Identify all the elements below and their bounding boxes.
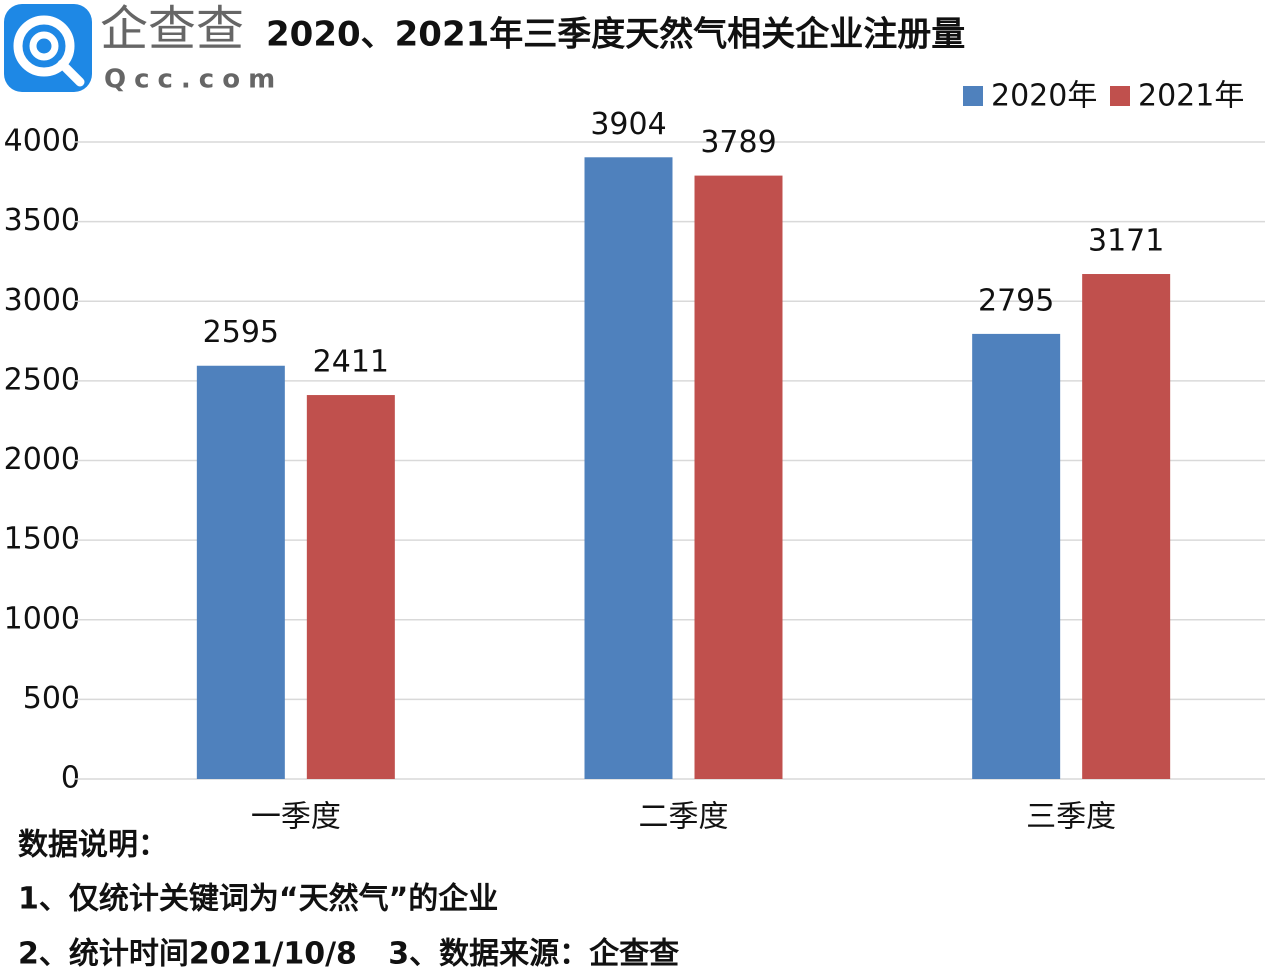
value-label: 2411 xyxy=(313,345,389,380)
y-tick-label: 0 xyxy=(61,761,80,796)
logo-domain: Qcc.com xyxy=(104,65,283,95)
chart-title: 2020、2021年三季度天然气相关企业注册量 xyxy=(266,15,965,55)
value-label: 3171 xyxy=(1088,224,1164,259)
legend-label: 2021年 xyxy=(1138,79,1244,114)
value-label: 3789 xyxy=(700,125,776,160)
legend-swatch xyxy=(963,86,983,106)
note: 2、统计时间2021/10/8 3、数据来源：企查查 xyxy=(18,937,679,972)
logo-icon xyxy=(4,4,92,92)
legend-swatch xyxy=(1110,86,1130,106)
note: 数据说明： xyxy=(18,828,168,863)
y-tick-label: 3000 xyxy=(4,283,80,318)
x-tick-label: 三季度 xyxy=(1026,800,1116,835)
value-label: 2595 xyxy=(203,315,279,350)
y-tick-label: 3500 xyxy=(4,203,80,238)
bar xyxy=(694,175,783,779)
y-tick-label: 4000 xyxy=(4,124,80,159)
bar xyxy=(972,333,1061,779)
y-tick-label: 2500 xyxy=(4,362,80,397)
bar xyxy=(1082,274,1171,779)
value-label: 2795 xyxy=(978,283,1054,318)
value-label: 3904 xyxy=(590,107,666,142)
bar xyxy=(196,365,285,779)
y-tick-label: 2000 xyxy=(4,442,80,477)
y-tick-label: 1000 xyxy=(4,601,80,636)
legend-label: 2020年 xyxy=(991,79,1097,114)
bar xyxy=(584,157,673,780)
logo-name: 企查查 xyxy=(100,1,244,57)
y-tick-label: 1500 xyxy=(4,522,80,557)
x-tick-label: 一季度 xyxy=(251,800,341,835)
x-tick-label: 二季度 xyxy=(639,800,729,835)
y-tick-label: 500 xyxy=(23,681,80,716)
note: 1、仅统计关键词为“天然气”的企业 xyxy=(18,882,498,917)
bar xyxy=(306,395,395,779)
